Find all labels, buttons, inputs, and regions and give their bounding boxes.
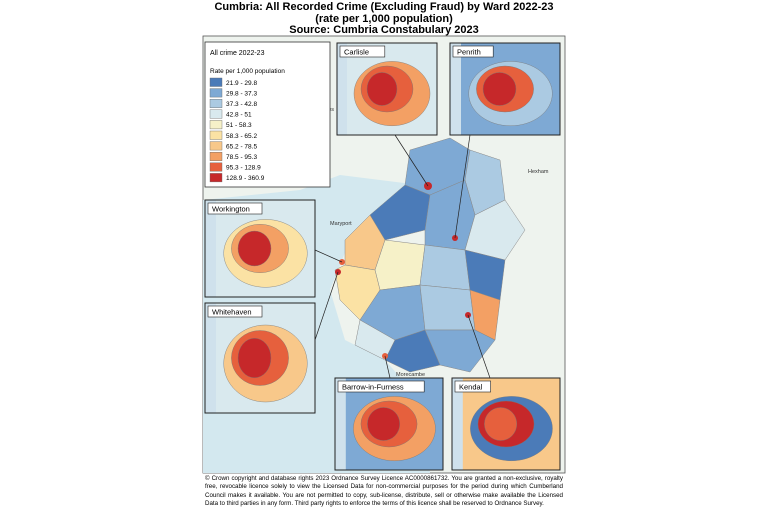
legend-label: 58.3 - 65.2 [226,133,257,140]
legend-label: 78.5 - 95.3 [226,154,257,161]
legend-label: 95.3 - 128.9 [226,165,261,172]
inset-label-box [454,380,491,393]
title-line: (rate per 1,000 population) [315,12,453,25]
title-line: Source: Cumbria Constabulary 2023 [289,24,479,36]
inset-label: Workington [212,204,250,213]
legend-label: 21.9 - 29.8 [226,80,257,87]
inset-label: Penrith [457,47,481,56]
inset-4 [335,378,443,470]
inset-0 [337,43,437,135]
legend-swatch [209,120,223,130]
inset-label-box [339,45,386,58]
inset-label-box [207,202,263,215]
legend-swatch [209,162,223,172]
legend-label: 128.9 - 360.9 [226,175,265,182]
inset-frame [334,377,444,471]
legend-swatch [209,173,223,183]
place-label: Maryport [330,221,352,227]
place-label: Morecambe [396,372,425,378]
inset-area [367,407,400,441]
inset-label-box [452,45,494,58]
inset-frame [451,377,561,471]
inset-label: Barrow-in-Furness [342,382,404,391]
inset-1 [450,43,560,135]
legend-swatch [209,88,223,98]
legend-label: 51 - 58.3 [226,122,252,129]
legend-label: 37.3 - 42.8 [226,101,257,108]
leader-lines [314,134,491,379]
inset-frame [449,42,561,136]
inset-2 [205,200,315,297]
inset-label-box [337,380,425,393]
legend-swatch [209,141,223,151]
inset-frame [336,42,438,136]
inset-frame [204,302,316,414]
legend-subtitle: Rate per 1,000 population [210,68,285,75]
inset-label: Whitehaven [212,307,252,316]
inset-5 [452,378,560,470]
inset-label-box [207,305,263,318]
title: Cumbria: All Recorded Crime (Excluding F… [203,1,565,37]
inset-frame [204,199,316,298]
insets: Carlisle Penrith Workington Whitehaven Barro… [204,42,561,471]
inset-area [484,407,517,441]
inset-area [237,338,272,379]
legend-swatch [209,77,223,87]
legend-swatch [209,98,223,108]
legend-swatch [209,151,223,161]
legend-label: 42.8 - 51 [226,112,252,119]
legend-label: 29.8 - 37.3 [226,90,257,97]
cumbria-wards [334,137,526,373]
inset-3 [205,303,315,413]
legend-title: All crime 2022-23 [210,50,265,57]
inset-label: Carlisle [344,47,369,56]
inset-area [482,72,517,106]
copyright: © Crown copyright and database rights 20… [205,475,563,508]
place-label: Hexham [528,169,549,175]
legend-swatch [209,109,223,119]
legend-swatch [209,130,223,140]
inset-area [366,72,398,106]
inset-label: Kendal [459,382,483,391]
title-line: Cumbria: All Recorded Crime (Excluding F… [214,1,554,13]
inset-area [237,230,272,267]
legend-box [204,41,331,188]
legend: All crime 2022-23 Rate per 1,000 populat… [204,41,331,188]
legend-label: 65.2 - 78.5 [226,143,257,150]
